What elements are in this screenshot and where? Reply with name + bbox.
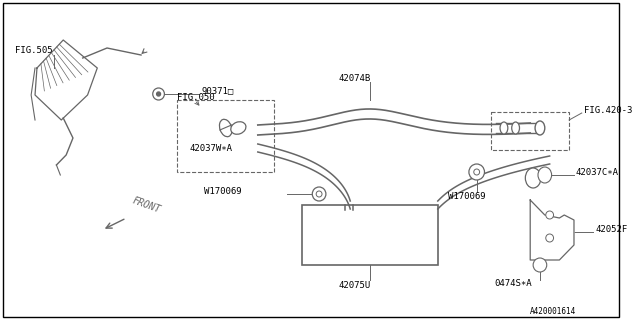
Circle shape [316, 191, 322, 197]
Text: 42037W∗A: 42037W∗A [189, 143, 233, 153]
Ellipse shape [231, 122, 246, 134]
Ellipse shape [535, 121, 545, 135]
Text: FIG.505: FIG.505 [15, 45, 52, 54]
Text: FRONT: FRONT [131, 196, 163, 215]
Circle shape [546, 234, 554, 242]
Circle shape [474, 169, 479, 175]
Text: 0474S∗A: 0474S∗A [494, 278, 532, 287]
Ellipse shape [500, 122, 508, 134]
Ellipse shape [512, 122, 520, 134]
Text: 42052F: 42052F [595, 225, 628, 234]
Text: 42075U: 42075U [339, 281, 371, 290]
Bar [301, 205, 438, 265]
Circle shape [312, 187, 326, 201]
Bar [177, 100, 275, 172]
Circle shape [153, 88, 164, 100]
Text: W170069: W170069 [447, 191, 485, 201]
Circle shape [469, 164, 484, 180]
Ellipse shape [220, 119, 232, 137]
Ellipse shape [525, 168, 541, 188]
Polygon shape [530, 200, 574, 260]
Circle shape [157, 92, 161, 96]
Text: A420001614: A420001614 [530, 308, 577, 316]
Text: 42074B: 42074B [339, 74, 371, 83]
Text: 42037C∗A: 42037C∗A [576, 167, 619, 177]
Circle shape [533, 258, 547, 272]
Polygon shape [35, 40, 97, 120]
Text: FIG.420-3: FIG.420-3 [584, 106, 632, 115]
Circle shape [546, 211, 554, 219]
Ellipse shape [538, 167, 552, 183]
Text: W170069: W170069 [204, 187, 242, 196]
Text: 90371□: 90371□ [202, 86, 234, 95]
Text: FIG.050: FIG.050 [177, 92, 214, 101]
Bar [492, 112, 569, 150]
